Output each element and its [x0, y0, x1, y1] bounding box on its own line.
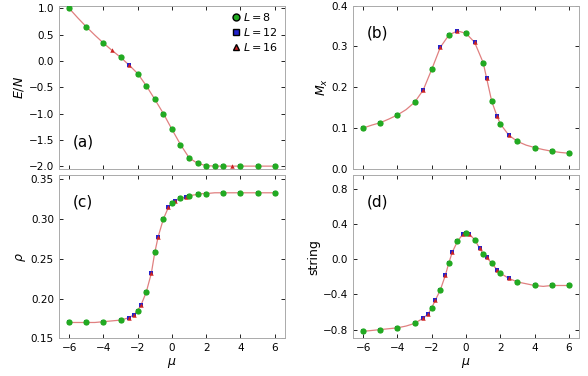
Y-axis label: $M_x$: $M_x$ [315, 78, 330, 96]
Y-axis label: string: string [307, 239, 320, 275]
Text: (b): (b) [366, 25, 388, 40]
Text: (a): (a) [72, 134, 93, 149]
X-axis label: $\mu$: $\mu$ [461, 356, 471, 370]
Legend: $L = 8$, $L = 12$, $L = 16$: $L = 8$, $L = 12$, $L = 16$ [230, 9, 280, 55]
Text: (d): (d) [366, 195, 388, 210]
X-axis label: $\mu$: $\mu$ [167, 356, 177, 370]
Text: (c): (c) [72, 195, 93, 210]
Y-axis label: $\rho$: $\rho$ [14, 252, 28, 262]
Y-axis label: $E/N$: $E/N$ [12, 76, 26, 99]
